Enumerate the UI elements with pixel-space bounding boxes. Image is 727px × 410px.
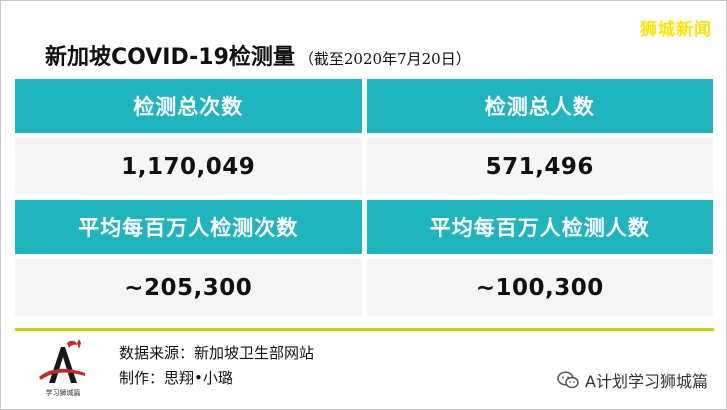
brand-watermark: 狮城新闻 [640,20,712,40]
title-row: 新加坡COVID-19检测量 （截至2020年7月20日） [45,39,471,71]
wechat-account: A计划学习狮城篇 [557,368,708,392]
table-row-values: 1,170,049 571,496 [15,138,713,195]
page-title: 新加坡COVID-19检测量 [45,45,295,70]
footer-credits: 数据来源：新加坡卫生部网站 制作：思翔•小璐 [119,341,314,391]
credit-text: 制作：思翔•小璐 [119,369,233,387]
logo-text: 学习狮城篇 [46,388,81,397]
header-persons-per-million: 平均每百万人检测人数 [366,200,713,254]
source-text: 数据来源：新加坡卫生部网站 [119,344,315,362]
page-subtitle: （截至2020年7月20日） [298,50,471,68]
footer-divider [15,328,714,331]
logo-icon: 学习狮城篇 [39,339,85,397]
value-tests-per-million: ~205,300 [15,259,362,316]
header-total-tests: 检测总次数 [15,79,362,133]
table-row-header: 检测总次数 检测总人数 [15,79,713,133]
wechat-label: A计划学习狮城篇 [585,372,708,391]
table-row-header: 平均每百万人检测次数 平均每百万人检测人数 [15,200,713,254]
value-total-persons: 571,496 [366,138,713,195]
logo: 学习狮城篇 [27,337,99,399]
value-total-tests: 1,170,049 [15,138,362,195]
stats-table: 检测总次数 检测总人数 1,170,049 571,496 平均每百万人检测次数… [15,79,713,321]
header-total-persons: 检测总人数 [366,79,713,133]
value-persons-per-million: ~100,300 [366,259,713,316]
header-tests-per-million: 平均每百万人检测次数 [15,200,362,254]
table-row-values: ~205,300 ~100,300 [15,259,713,316]
wechat-icon [557,371,579,389]
